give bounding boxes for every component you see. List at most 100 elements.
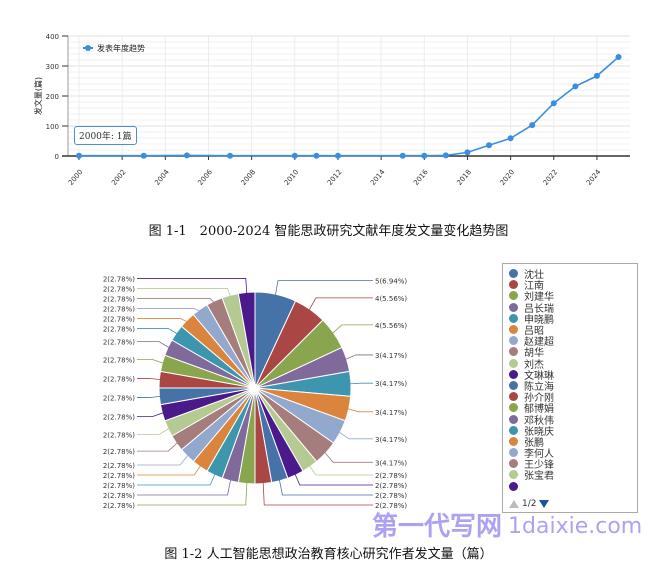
pie-data-label: 2(2.78%)	[103, 295, 135, 303]
pie-data-label: 2(2.78%)	[103, 448, 135, 456]
legend-label: 郁博娟	[524, 404, 554, 416]
x-tick-label: 2006	[196, 168, 214, 187]
legend-label: 刘杰	[524, 359, 544, 371]
legend-color-dot	[509, 302, 518, 312]
data-point	[550, 100, 557, 107]
data-point	[140, 152, 147, 159]
x-tick-label: 2022	[542, 168, 560, 187]
pie-label-line	[307, 463, 373, 476]
page-down-icon[interactable]	[539, 500, 550, 508]
pie-data-label: 2(2.78%)	[103, 339, 135, 347]
legend-label: 刘建华	[524, 292, 554, 304]
pie-data-label: 2(2.78%)	[103, 462, 135, 470]
pie-data-label: 2(2.78%)	[103, 492, 135, 500]
legend-label: 沈壮	[524, 270, 544, 282]
figure-2-caption: 图 1-2 人工智能思想政治教育核心研究作者发文量（篇）	[164, 547, 493, 562]
pie-data-label: 2(2.78%)	[103, 305, 135, 313]
legend-item[interactable]: 邓秋伟	[509, 413, 631, 427]
y-tick-label: 0	[55, 153, 59, 161]
legend-item[interactable]: 沈壮	[509, 268, 631, 282]
page-up-icon[interactable]	[509, 500, 519, 508]
legend-item[interactable]	[509, 481, 631, 492]
legend-color-dot	[509, 403, 518, 413]
legend-item[interactable]: 张鹏	[509, 436, 631, 449]
data-point	[334, 152, 341, 159]
legend-item[interactable]: 刘杰	[509, 358, 631, 371]
data-point	[183, 152, 190, 159]
annual-trend-line-chart: 2000 2002 2004 2006 2008 2010 2012 2014 2016 2018…	[33, 33, 630, 187]
legend-item[interactable]: 陈立海	[509, 380, 631, 393]
pie-data-label: 2(2.78%)	[375, 492, 407, 500]
legend-color-dot	[509, 470, 518, 480]
pie-data-label: 3(4.17%)	[375, 380, 407, 388]
pie-label-line	[344, 407, 373, 413]
legend-item[interactable]: 吕昭	[509, 324, 631, 337]
legend-label: 吕长瑞	[524, 303, 554, 315]
legend-item[interactable]: 郁博娟	[509, 402, 631, 416]
pie-data-label: 2(2.78%)	[375, 472, 407, 480]
legend-color-dot	[509, 459, 518, 469]
data-point	[529, 122, 536, 129]
pie-label-line	[137, 341, 172, 350]
data-point	[76, 152, 82, 159]
legend-color-dot	[509, 313, 518, 323]
y-tick-label: 300	[46, 63, 59, 71]
legend-item[interactable]: 胡华	[509, 346, 631, 360]
data-point	[421, 152, 428, 159]
legend-color-dot	[509, 481, 518, 491]
data-point	[507, 135, 514, 142]
x-tick-label: 2012	[326, 168, 344, 187]
pie-data-label: 2(2.78%)	[103, 431, 135, 439]
pie-center	[251, 384, 259, 392]
legend-pager: 1/2	[509, 499, 550, 509]
pie-data-label: 3(4.17%)	[375, 409, 407, 417]
pie-legend: 沈壮 江南 刘建华 吕长瑞 申晓鹏 吕昭 赵建超 胡华 刘杰 文琳琳 陈立海 孙介刚 郁博娟 邓秋伟 张晓庆…	[502, 263, 638, 513]
pie-data-label: 4(5.56%)	[375, 322, 407, 330]
legend-item[interactable]: 李何人	[509, 447, 631, 460]
legend-item[interactable]: 王少锋	[509, 458, 631, 472]
legend-item[interactable]: 刘建华	[509, 290, 631, 304]
x-tick-label: 2020	[499, 168, 517, 187]
data-point	[486, 142, 493, 149]
pie-data-label: 2(2.78%)	[103, 285, 135, 293]
pie-data-label: 2(2.78%)	[103, 315, 135, 323]
legend-label: 胡华	[524, 348, 544, 360]
watermark-line2: 1daixie.com	[508, 514, 643, 539]
pie-label-line	[274, 280, 373, 299]
legend-color-dot	[509, 380, 518, 390]
pie-label-line	[322, 449, 373, 463]
legend-color-dot	[509, 392, 518, 402]
legend-item[interactable]: 孙介刚	[509, 391, 631, 404]
pie-data-label: 2(2.78%)	[103, 472, 135, 480]
pie-data-label: 5(6.94%)	[375, 278, 407, 286]
chart-tooltip: 2000年: 1篇	[74, 126, 137, 145]
pie-data-label: 2(2.78%)	[375, 482, 407, 490]
pie-data-label: 4(5.56%)	[375, 295, 407, 303]
pie-label-line	[137, 378, 164, 381]
x-tick-label: 2024	[585, 168, 603, 187]
pie-label-line	[137, 359, 167, 365]
legend-marker	[85, 45, 91, 51]
legend-item[interactable]: 吕长瑞	[509, 302, 631, 315]
legend-item[interactable]: 江南	[509, 279, 631, 292]
pie-label-line	[137, 278, 248, 297]
data-point	[572, 83, 579, 90]
pie-label-line	[137, 471, 217, 486]
legend-color-dot	[509, 448, 518, 458]
pie-label-line	[137, 288, 232, 300]
figure-1-caption: 图 1-1 2000-2024 智能思政研究文献年度发文量变化趋势图	[148, 224, 509, 239]
pie-label-line	[330, 324, 373, 336]
legend-color-dot	[509, 280, 518, 290]
data-point	[593, 72, 600, 79]
pie-data-label: 2(2.78%)	[103, 275, 135, 283]
legend-item[interactable]: 赵建超	[509, 335, 631, 348]
pie-label-line	[137, 411, 167, 417]
legend-item[interactable]: 文琳琳	[509, 369, 631, 382]
legend-color-dot	[509, 358, 518, 368]
legend-item[interactable]: 张晓庆	[509, 425, 631, 438]
legend-item[interactable]: 申晓鹏	[509, 313, 631, 326]
legend-label: 陈立海	[524, 381, 554, 393]
legend-label: 王少锋	[524, 460, 554, 472]
pie-label-line	[293, 471, 373, 486]
legend-item[interactable]: 张宝君	[509, 469, 631, 482]
